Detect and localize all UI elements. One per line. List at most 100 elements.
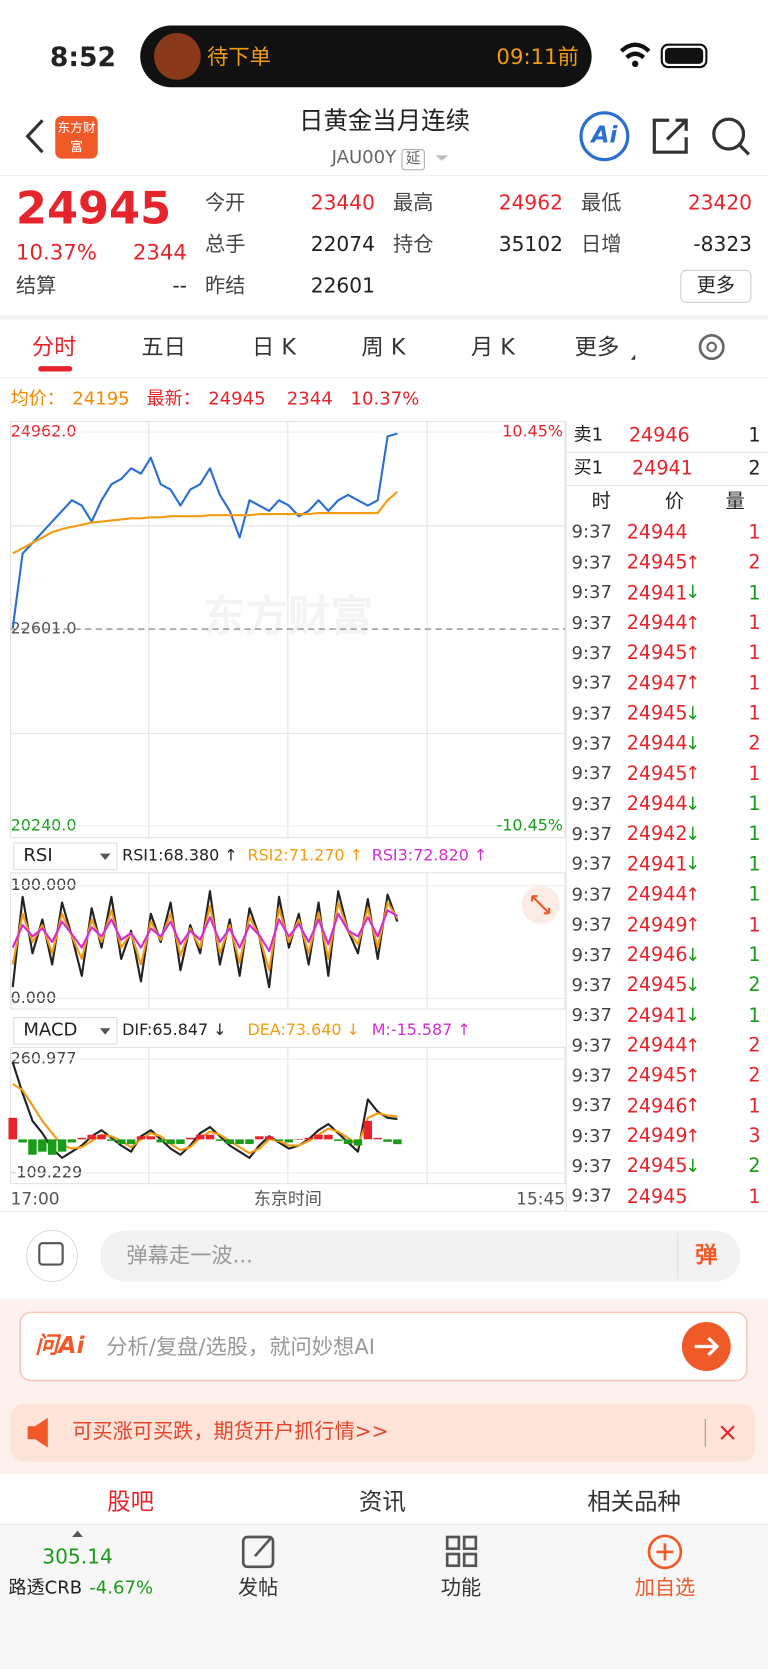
banner[interactable] <box>10 1403 756 1462</box>
function-icon-part <box>445 1535 461 1551</box>
dropdown-icon[interactable] <box>435 155 449 161</box>
tab[interactable]: 月 K <box>470 334 515 360</box>
trade-direction: ↓ <box>685 733 701 755</box>
share-icon[interactable] <box>652 118 688 154</box>
ai-placeholder[interactable]: 分析/复盘/选股，就问妙想AI <box>106 1333 376 1359</box>
trade-direction: ↑ <box>685 642 701 665</box>
field-label: 昨结 <box>205 274 246 299</box>
trade-time: 9:37 <box>571 1035 613 1057</box>
add-icon[interactable] <box>647 1534 683 1570</box>
ai-badge[interactable]: Ai <box>591 122 618 150</box>
nav-item[interactable]: 功能 <box>440 1576 482 1601</box>
expand-icon <box>531 895 551 915</box>
trade-direction: ↓ <box>685 823 701 846</box>
settings-icon[interactable] <box>706 341 717 353</box>
macd-bar <box>393 1139 402 1145</box>
comment-input[interactable] <box>99 1230 741 1282</box>
trade-volume: 2 <box>748 1155 761 1178</box>
macd-bar <box>225 1139 234 1144</box>
trade-volume: 1 <box>748 793 761 816</box>
series-line <box>11 1062 398 1159</box>
ticker-name[interactable]: 路透CRB <box>8 1577 83 1600</box>
change-value: 2344 <box>286 388 333 411</box>
dropdown-icon <box>630 354 636 360</box>
trade-price: 24941 <box>626 1004 688 1027</box>
trade-volume: 1 <box>748 913 761 937</box>
function-icon[interactable] <box>445 1535 478 1568</box>
trade-time: 9:37 <box>571 612 613 634</box>
macd-bar <box>146 1136 156 1140</box>
comment-placeholder[interactable]: 弹幕走一波... <box>126 1241 253 1268</box>
trade-price: 24941 <box>626 581 688 605</box>
tab[interactable]: 更多 <box>574 334 620 360</box>
trade-time: 9:37 <box>571 1125 613 1148</box>
comment-icon-button[interactable] <box>26 1229 79 1283</box>
macd-bar <box>107 1139 116 1141</box>
macd-bar <box>136 1136 146 1140</box>
trade-volume: 1 <box>748 823 761 846</box>
tab[interactable]: 五日 <box>141 334 186 360</box>
function-icon-part <box>462 1552 478 1568</box>
danmu-button[interactable]: 弹 <box>695 1242 718 1268</box>
back-icon[interactable] <box>25 119 44 154</box>
clock: 8:52 <box>49 40 116 72</box>
last-label: 最新： <box>146 388 201 411</box>
ticker-change[interactable]: -4.67% <box>89 1577 154 1600</box>
settings-icon[interactable] <box>698 333 725 361</box>
trade-direction: ↑ <box>685 914 701 936</box>
search-icon[interactable] <box>712 117 746 151</box>
more-button-label[interactable]: 更多 <box>696 274 736 297</box>
trade-price: 24945 <box>626 642 688 665</box>
series-line <box>11 909 398 953</box>
trade-volume: 1 <box>748 853 761 876</box>
more-button[interactable] <box>680 269 752 303</box>
chart-frame <box>10 420 566 1185</box>
logo-text: 东方财富 <box>57 120 96 155</box>
close-icon[interactable] <box>720 1425 735 1440</box>
section-tab[interactable]: 资讯 <box>359 1489 406 1517</box>
field-label: 今开 <box>205 191 246 216</box>
indicator-select[interactable] <box>13 842 118 871</box>
wifi-icon <box>632 60 639 68</box>
post-icon[interactable] <box>241 1535 275 1569</box>
tab[interactable]: 分时 <box>31 334 77 360</box>
nav-item[interactable]: 加自选 <box>634 1576 696 1601</box>
trade-volume: 1 <box>748 943 761 967</box>
search-icon[interactable] <box>738 143 750 156</box>
x-axis-label: 东京时间 <box>254 1190 322 1210</box>
macd-bar <box>205 1134 215 1140</box>
trade-volume: 1 <box>748 581 761 605</box>
trade-time: 9:37 <box>571 763 613 785</box>
nav-item[interactable]: 发帖 <box>237 1576 279 1601</box>
ai-button[interactable] <box>579 111 630 162</box>
section-tab[interactable]: 相关品种 <box>587 1489 681 1517</box>
trade-price: 24944 <box>626 521 688 544</box>
tab[interactable]: 日 K <box>252 334 297 360</box>
trade-volume: 3 <box>748 1125 761 1148</box>
tab[interactable]: 周 K <box>361 334 406 360</box>
indicator-select[interactable] <box>13 1017 118 1045</box>
macd-bar <box>264 1136 274 1140</box>
trade-direction: ↑ <box>685 552 701 574</box>
activity-time: 09:11前 <box>496 43 579 69</box>
field-value: -- <box>172 274 187 299</box>
trade-time: 9:37 <box>571 1095 613 1117</box>
field-value: 22074 <box>310 233 375 257</box>
y-tick-label: 24962.0 <box>11 422 77 441</box>
trade-volume: 2 <box>748 551 761 574</box>
delay-badge: 延 <box>401 149 425 171</box>
field-value: 35102 <box>498 233 563 257</box>
ai-input[interactable] <box>19 1311 748 1382</box>
section-tab[interactable]: 股吧 <box>107 1489 155 1517</box>
macd-bar <box>156 1139 165 1143</box>
trade-direction: ↑ <box>685 612 701 634</box>
macd-bar <box>235 1139 244 1144</box>
active-tab-indicator <box>38 366 73 372</box>
macd-bar <box>166 1139 175 1144</box>
change: 2344 <box>132 239 187 265</box>
banner-text[interactable]: 可买涨可买跌，期货开户抓行情>> <box>72 1420 389 1444</box>
battery-level <box>664 47 704 64</box>
comment-icon <box>38 1242 64 1266</box>
ticker-value[interactable]: 305.14 <box>42 1545 113 1570</box>
